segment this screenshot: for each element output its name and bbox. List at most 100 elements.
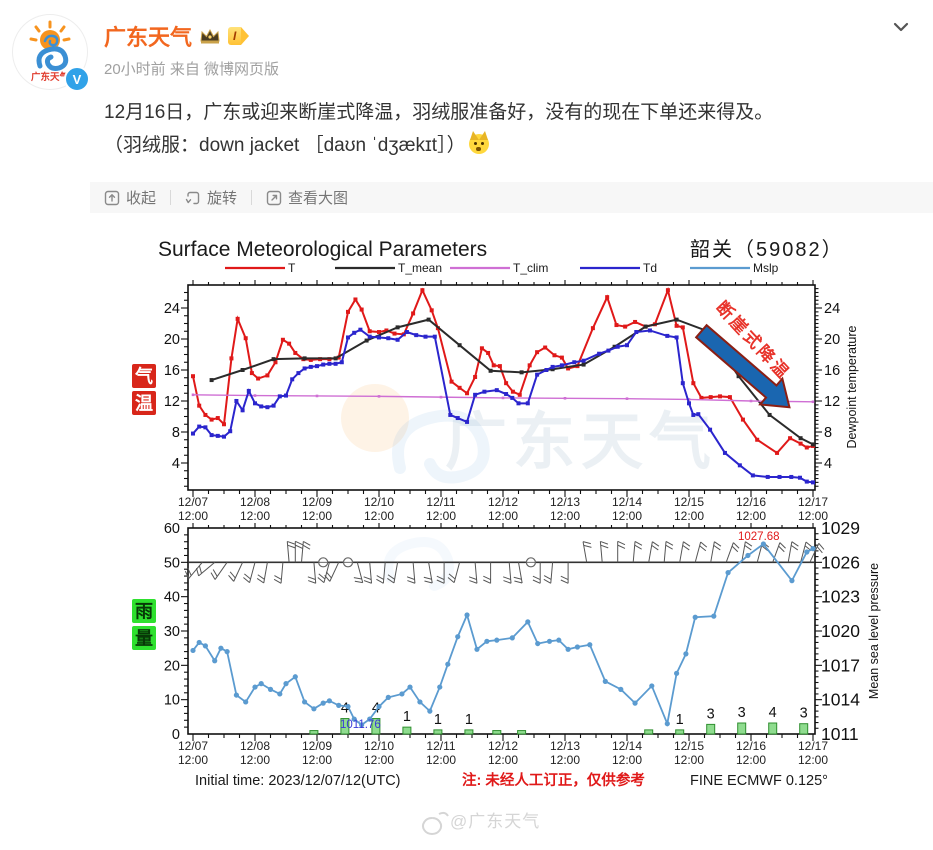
svg-text:24: 24 <box>824 301 840 317</box>
svg-text:4: 4 <box>372 701 380 717</box>
svg-text:20: 20 <box>824 332 840 348</box>
svg-text:12/14: 12/14 <box>612 495 642 509</box>
view-large-button[interactable]: 查看大图 <box>252 182 362 213</box>
svg-text:12:00: 12:00 <box>488 509 518 523</box>
svg-text:12/10: 12/10 <box>364 495 394 509</box>
view-large-label: 查看大图 <box>288 190 349 207</box>
svg-text:12/15: 12/15 <box>674 739 704 753</box>
series-Mslp <box>190 541 816 728</box>
svg-text:1017: 1017 <box>821 655 860 675</box>
svg-text:12:00: 12:00 <box>178 753 208 767</box>
svg-text:4: 4 <box>824 456 832 472</box>
svg-text:12/08: 12/08 <box>240 495 270 509</box>
crown-icon <box>199 28 221 44</box>
svg-text:8: 8 <box>172 425 180 441</box>
wind-barbs <box>184 540 825 584</box>
svg-text:12/11: 12/11 <box>426 739 455 753</box>
svg-text:16: 16 <box>164 363 180 379</box>
svg-text:12/07: 12/07 <box>178 495 208 509</box>
collapse-label: 收起 <box>126 190 157 207</box>
svg-text:广东天气: 广东天气 <box>31 71 70 83</box>
toolbar-divider <box>170 190 172 205</box>
svg-text:1023: 1023 <box>821 587 860 607</box>
svg-text:12/17: 12/17 <box>798 495 828 509</box>
temperature-panel-box <box>187 284 816 491</box>
pressure-max-label: 1027.68 <box>738 531 780 543</box>
svg-text:16: 16 <box>824 363 840 379</box>
temperature-axis-label: 气温 <box>132 364 156 415</box>
svg-text:广东天气: 广东天气 <box>445 408 717 477</box>
svg-text:温: 温 <box>135 394 153 414</box>
svg-text:12:00: 12:00 <box>364 509 394 523</box>
svg-text:12:00: 12:00 <box>302 753 332 767</box>
rotate-button[interactable]: 旋转 <box>171 182 251 213</box>
svg-text:12: 12 <box>164 394 180 410</box>
svg-text:12/13: 12/13 <box>550 495 580 509</box>
svg-text:12/09: 12/09 <box>302 739 332 753</box>
rain-axis-label: 雨量 <box>132 599 156 650</box>
svg-text:20: 20 <box>164 332 180 348</box>
svg-text:12:00: 12:00 <box>798 509 828 523</box>
svg-text:12:00: 12:00 <box>240 509 270 523</box>
series-T_clim <box>191 393 815 404</box>
svg-text:1: 1 <box>434 712 442 728</box>
collapse-button[interactable]: 收起 <box>90 182 170 213</box>
svg-text:12:00: 12:00 <box>674 509 704 523</box>
svg-text:1026: 1026 <box>821 552 860 572</box>
svg-text:60: 60 <box>164 521 180 537</box>
author-name[interactable]: 广东天气 <box>104 25 193 50</box>
post-text-line1: 12月16日，广东或迎来断崖式降温，羽绒服准备好，没有的现在下单还来得及。 <box>104 102 774 123</box>
svg-text:1020: 1020 <box>821 621 860 641</box>
svg-text:12:00: 12:00 <box>426 753 456 767</box>
post-meta: 20小时前 来自 微博网页版 <box>104 61 280 78</box>
weather-chart-image[interactable]: 广东天气 Surface Meteorological Parameters 韶关（… <box>90 218 933 850</box>
view-large-icon <box>266 190 282 205</box>
rotate-icon <box>185 191 200 204</box>
svg-text:12:00: 12:00 <box>798 753 828 767</box>
svg-text:气: 气 <box>134 366 153 387</box>
verified-badge: V <box>64 66 90 92</box>
svg-text:50: 50 <box>164 555 180 571</box>
post-text: 12月16日，广东或迎来断崖式降温，羽绒服准备好，没有的现在下单还来得及。 （羽… <box>104 96 918 162</box>
svg-text:1: 1 <box>465 712 473 728</box>
dewpoint-axis-title: Dewpoint temperature <box>845 325 859 448</box>
svg-text:3: 3 <box>707 706 715 722</box>
svg-text:4: 4 <box>769 705 777 721</box>
model-label: FINE ECMWF 0.125° <box>690 773 828 789</box>
svg-text:12/07: 12/07 <box>178 739 208 753</box>
disclaimer-note: 注: 未经人工订正，仅供参考 <box>462 771 645 789</box>
rotate-label: 旋转 <box>207 190 238 207</box>
station-label: 韶关（59082） <box>690 238 844 261</box>
series-Td <box>191 327 815 485</box>
guangdong-weather-logo: 广东天气 <box>29 20 71 83</box>
svg-text:12/08: 12/08 <box>240 739 270 753</box>
svg-text:12:00: 12:00 <box>488 753 518 767</box>
svg-text:雨: 雨 <box>135 602 153 622</box>
svg-text:40: 40 <box>164 590 180 606</box>
svg-text:3: 3 <box>738 705 746 721</box>
axis-ticks: 12/0712:0012/0712:0012/0812:0012/0812:00… <box>164 280 860 767</box>
avatar[interactable]: 广东天气 V <box>12 14 90 92</box>
watermark-bottom: @广东天气 <box>422 811 540 835</box>
svg-text:12:00: 12:00 <box>736 509 766 523</box>
surface-meteorological-chart: 广东天气 Surface Meteorological Parameters 韶关（… <box>132 238 881 835</box>
chevron-down-icon[interactable] <box>890 16 912 43</box>
initial-time-label: Initial time: 2023/12/07/12(UTC) <box>195 773 401 789</box>
svg-text:1011: 1011 <box>821 724 859 744</box>
mslp-axis-title: Mean sea level pressure <box>867 563 881 699</box>
svg-text:4: 4 <box>172 456 180 472</box>
svg-text:0: 0 <box>172 727 180 743</box>
svg-text:1014: 1014 <box>821 690 860 710</box>
svg-text:8: 8 <box>824 425 832 441</box>
cliff-drop-arrow <box>694 323 791 409</box>
doge-emoji-icon <box>468 131 489 154</box>
image-toolbar: 收起 旋转 查看大图 <box>90 182 933 213</box>
svg-text:24: 24 <box>164 301 180 317</box>
toolbar-divider <box>251 190 253 205</box>
svg-text:12/13: 12/13 <box>550 739 580 753</box>
svg-text:12/10: 12/10 <box>364 739 394 753</box>
svg-text:12:00: 12:00 <box>550 753 580 767</box>
svg-text:20: 20 <box>164 658 180 674</box>
svg-text:@广东天气: @广东天气 <box>450 812 540 831</box>
svg-text:Td: Td <box>643 261 657 275</box>
